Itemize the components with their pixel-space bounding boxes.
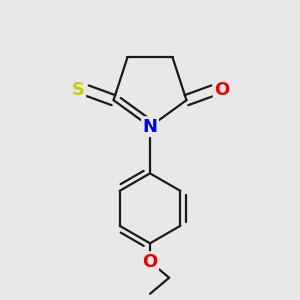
Text: O: O [142, 253, 158, 271]
Text: S: S [72, 82, 85, 100]
Text: N: N [142, 118, 158, 136]
Text: O: O [214, 82, 230, 100]
